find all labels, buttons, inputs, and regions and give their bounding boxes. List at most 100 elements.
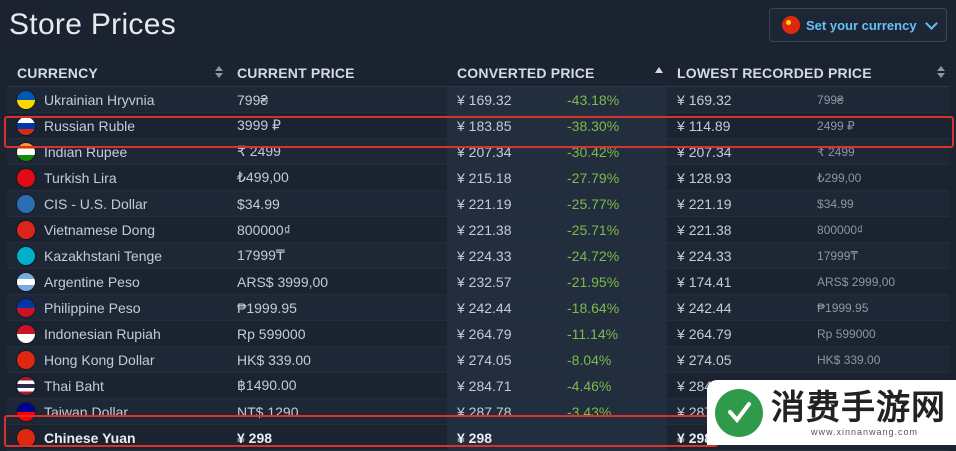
converted-price: ¥ 242.44 — [447, 294, 557, 321]
price-difference: -25.77% — [557, 190, 668, 217]
currency-name: Russian Ruble — [44, 117, 136, 134]
table-row[interactable]: Russian Ruble 3999 ₽ ¥ 183.85 -38.30% ¥ 114.… — [7, 112, 950, 139]
table-row[interactable]: Indonesian Rupiah Rp 599000 ¥ 264.79 -11.14… — [7, 320, 950, 347]
lowest-price: ¥ 169.32 — [667, 86, 808, 113]
table-row[interactable]: Kazakhstani Tenge 17999₸ ¥ 224.33 -24.72% ¥ … — [7, 242, 950, 269]
currency-name: Chinese Yuan — [44, 429, 136, 446]
column-header-currency[interactable]: CURRENCY — [7, 60, 227, 87]
header-label: CONVERTED PRICE — [457, 65, 595, 81]
currency-flag-icon — [17, 324, 35, 343]
header-label: CURRENCY — [17, 65, 98, 81]
price-difference: -27.79% — [557, 164, 668, 191]
watermark: 消费手游网 www.xinnanwang.com — [707, 380, 956, 445]
currency-cell: Turkish Lira — [7, 164, 227, 191]
current-price: ¥ 298 — [227, 424, 447, 451]
lowest-original-price: HK$ 339.00 — [807, 346, 950, 373]
currency-flag-icon — [17, 246, 35, 265]
converted-price: ¥ 221.38 — [447, 216, 557, 243]
sort-icon — [215, 66, 221, 78]
price-difference: -8.04% — [557, 346, 668, 373]
table-row[interactable]: Turkish Lira ₺499,00 ¥ 215.18 -27.79% ¥ 128.… — [7, 164, 950, 191]
current-price: ₱1999.95 — [227, 294, 447, 321]
lowest-price: ¥ 128.93 — [667, 164, 808, 191]
table-row[interactable]: Vietnamese Dong 800000₫ ¥ 221.38 -25.71% ¥ 2… — [7, 216, 950, 243]
lowest-price: ¥ 174.41 — [667, 268, 808, 295]
currency-cell: Ukrainian Hryvnia — [7, 86, 227, 113]
currency-flag-icon — [17, 116, 35, 135]
lowest-price: ¥ 274.05 — [667, 346, 808, 373]
table-row[interactable]: CIS - U.S. Dollar $34.99 ¥ 221.19 -25.77% ¥ … — [7, 190, 950, 217]
price-difference: -18.64% — [557, 294, 668, 321]
converted-price: ¥ 264.79 — [447, 320, 557, 347]
lowest-price: ¥ 242.44 — [667, 294, 808, 321]
lowest-original-price: ₺299,00 — [807, 164, 950, 191]
lowest-price: ¥ 207.34 — [667, 138, 808, 165]
lowest-price: ¥ 221.38 — [667, 216, 808, 243]
currency-cell: Kazakhstani Tenge — [7, 242, 227, 269]
currency-flag-icon — [17, 194, 35, 213]
table-row[interactable]: Philippine Peso ₱1999.95 ¥ 242.44 -18.64% ¥ … — [7, 294, 950, 321]
watermark-url: www.xinnanwang.com — [811, 426, 919, 437]
current-price: ₺499,00 — [227, 164, 447, 191]
store-prices-table: CURRENCY CURRENT PRICE CONVERTED PRICE L… — [7, 60, 950, 451]
set-currency-label: Set your currency — [806, 17, 917, 33]
currency-name: Vietnamese Dong — [44, 221, 156, 238]
sort-ascending-icon — [655, 67, 664, 73]
current-price: NT$ 1290 — [227, 398, 447, 425]
lowest-original-price: $34.99 — [807, 190, 950, 217]
current-price: 799₴ — [227, 86, 447, 113]
lowest-original-price: ₹ 2499 — [807, 138, 950, 165]
converted-price: ¥ 224.33 — [447, 242, 557, 269]
currency-name: Argentine Peso — [44, 273, 140, 290]
chevron-down-icon — [925, 16, 938, 30]
table-row[interactable]: Argentine Peso ARS$ 3999,00 ¥ 232.57 -21.95… — [7, 268, 950, 295]
currency-cell: Taiwan Dollar — [7, 398, 227, 425]
table-row[interactable]: Hong Kong Dollar HK$ 339.00 ¥ 274.05 -8.04%… — [7, 346, 950, 373]
currency-cell: CIS - U.S. Dollar — [7, 190, 227, 217]
lowest-original-price: 799₴ — [807, 86, 950, 113]
converted-price: ¥ 287.78 — [447, 398, 557, 425]
header-label: CURRENT PRICE — [237, 65, 355, 81]
china-flag-icon — [782, 16, 800, 34]
currency-flag-icon — [17, 428, 35, 447]
current-price: HK$ 339.00 — [227, 346, 447, 373]
currency-name: Turkish Lira — [44, 169, 117, 186]
currency-cell: Vietnamese Dong — [7, 216, 227, 243]
converted-price: ¥ 169.32 — [447, 86, 557, 113]
table-row[interactable]: Indian Rupee ₹ 2499 ¥ 207.34 -30.42% ¥ 207.3… — [7, 138, 950, 165]
lowest-price: ¥ 264.79 — [667, 320, 808, 347]
column-header-current-price[interactable]: CURRENT PRICE — [227, 60, 447, 87]
watermark-logo-icon — [715, 388, 763, 437]
currency-name: Taiwan Dollar — [44, 403, 129, 420]
current-price: Rp 599000 — [227, 320, 447, 347]
set-currency-button[interactable]: Set your currency — [769, 8, 947, 42]
price-difference: -21.95% — [557, 268, 668, 295]
currency-cell: Russian Ruble — [7, 112, 227, 139]
converted-price: ¥ 221.19 — [447, 190, 557, 217]
lowest-original-price: ₱1999.95 — [807, 294, 950, 321]
current-price: $34.99 — [227, 190, 447, 217]
currency-name: CIS - U.S. Dollar — [44, 195, 148, 212]
lowest-original-price: Rp 599000 — [807, 320, 950, 347]
price-difference: -30.42% — [557, 138, 668, 165]
price-difference: -24.72% — [557, 242, 668, 269]
currency-cell: Philippine Peso — [7, 294, 227, 321]
currency-cell: Indian Rupee — [7, 138, 227, 165]
converted-price: ¥ 298 — [447, 424, 557, 451]
currency-name: Philippine Peso — [44, 299, 141, 316]
column-header-lowest-recorded-price[interactable]: LOWEST RECORDED PRICE — [667, 60, 950, 87]
converted-price: ¥ 232.57 — [447, 268, 557, 295]
converted-price: ¥ 207.34 — [447, 138, 557, 165]
lowest-original-price: ARS$ 2999,00 — [807, 268, 950, 295]
table-row[interactable]: Ukrainian Hryvnia 799₴ ¥ 169.32 -43.18% ¥ 16… — [7, 86, 950, 113]
currency-flag-icon — [17, 376, 35, 395]
currency-flag-icon — [17, 168, 35, 187]
current-price: ₹ 2499 — [227, 138, 447, 165]
watermark-text: 消费手游网 — [771, 387, 946, 428]
currency-flag-icon — [17, 90, 35, 109]
currency-cell: Argentine Peso — [7, 268, 227, 295]
current-price: ฿1490.00 — [227, 372, 447, 399]
column-header-converted-price[interactable]: CONVERTED PRICE — [447, 60, 668, 87]
currency-flag-icon — [17, 350, 35, 369]
currency-name: Kazakhstani Tenge — [44, 247, 163, 264]
